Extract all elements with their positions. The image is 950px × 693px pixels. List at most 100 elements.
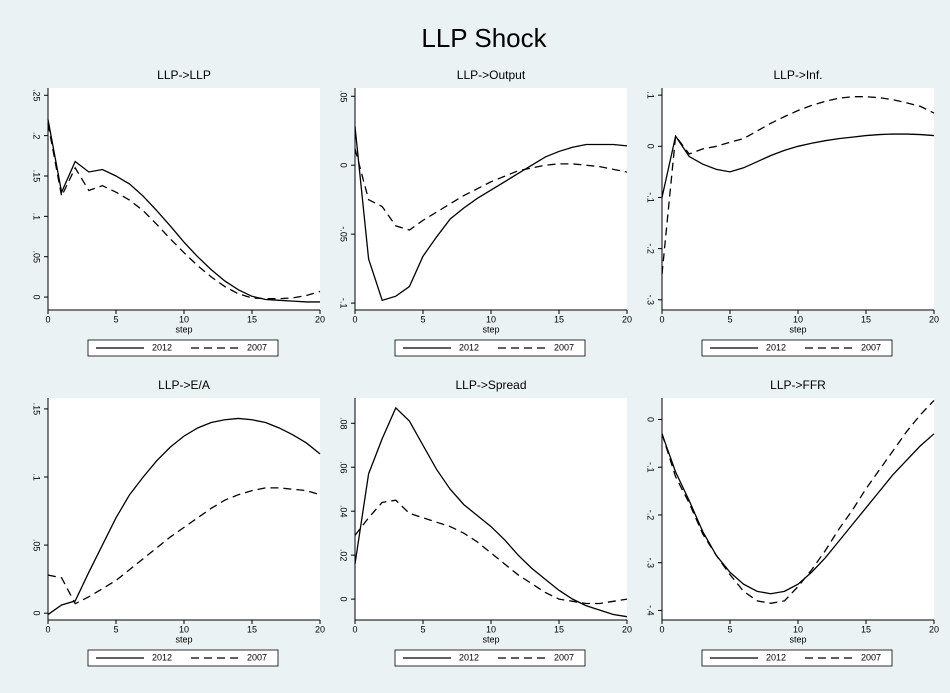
series-line: [661, 96, 935, 275]
y-tick-label: 0: [646, 144, 656, 149]
y-tick-label: -.4: [646, 605, 656, 616]
x-tick-label: 10: [793, 624, 803, 634]
panel-title: LLP->FFR: [770, 378, 826, 392]
x-tick-label: 20: [929, 624, 939, 634]
x-tick-label: 15: [554, 624, 564, 634]
x-tick-label: 5: [420, 314, 425, 324]
y-tick-label: .02: [339, 549, 349, 562]
x-axis-label: step: [482, 634, 499, 644]
x-tick-label: 0: [352, 314, 357, 324]
x-tick-label: 10: [486, 624, 496, 634]
x-tick-label: 15: [247, 624, 257, 634]
series-line: [661, 133, 935, 198]
y-tick-label: -.1: [646, 462, 656, 473]
y-tick-label: -.3: [646, 557, 656, 568]
series-line: [47, 417, 321, 616]
series-line: [354, 148, 628, 231]
x-axis-label: step: [175, 324, 192, 334]
x-tick-label: 15: [861, 314, 871, 324]
y-tick-label: 0: [339, 597, 349, 602]
x-tick-label: 0: [352, 624, 357, 634]
y-tick-label: .05: [32, 250, 42, 263]
y-tick-label: 0: [646, 417, 656, 422]
x-tick-label: 10: [486, 314, 496, 324]
x-tick-label: 5: [727, 624, 732, 634]
legend-label: 2007: [861, 652, 881, 662]
y-tick-label: -.3: [646, 295, 656, 306]
y-tick-label: .05: [32, 539, 42, 552]
y-tick-label: .25: [32, 89, 42, 102]
legend-label: 2012: [766, 342, 786, 352]
x-tick-label: 10: [179, 624, 189, 634]
x-tick-label: 15: [247, 314, 257, 324]
x-tick-label: 10: [793, 314, 803, 324]
y-tick-label: .04: [339, 505, 349, 518]
series-line: [354, 126, 628, 302]
legend: [701, 649, 893, 667]
panel-title: LLP->E/A: [158, 378, 210, 392]
x-axis-label: step: [789, 634, 806, 644]
y-tick-label: .15: [32, 403, 42, 416]
y-tick-label: -.1: [646, 192, 656, 203]
y-tick-label: .15: [32, 170, 42, 183]
x-axis-label: step: [175, 634, 192, 644]
plot-area: [48, 398, 320, 620]
plot-area: [662, 88, 934, 310]
y-tick-label: 0: [339, 163, 349, 168]
panel-title: LLP->Inf.: [773, 68, 822, 82]
legend: [87, 649, 279, 667]
x-tick-label: 5: [727, 314, 732, 324]
legend-label: 2012: [152, 342, 172, 352]
x-axis-label: step: [482, 324, 499, 334]
legend-label: 2007: [861, 342, 881, 352]
legend: [394, 339, 586, 357]
plot-area: [355, 398, 627, 620]
y-tick-label: -.05: [339, 226, 349, 242]
legend-label: 2007: [247, 342, 267, 352]
x-tick-label: 20: [929, 314, 939, 324]
y-tick-label: .1: [646, 91, 656, 99]
legend-label: 2007: [554, 652, 574, 662]
legend-label: 2007: [554, 342, 574, 352]
x-tick-label: 0: [659, 624, 664, 634]
plot-area: [662, 398, 934, 620]
panel-title: LLP->Output: [457, 68, 526, 82]
y-tick-label: 0: [32, 295, 42, 300]
x-tick-label: 20: [315, 624, 325, 634]
panel-title: LLP->LLP: [157, 68, 211, 82]
series-line: [47, 119, 320, 303]
x-tick-label: 15: [554, 314, 564, 324]
x-tick-label: 0: [45, 314, 50, 324]
series-line: [354, 406, 628, 618]
x-tick-label: 10: [179, 314, 189, 324]
y-tick-label: .05: [339, 90, 349, 103]
legend: [87, 339, 279, 357]
x-tick-label: 0: [659, 314, 664, 324]
y-tick-label: -.1: [339, 298, 349, 309]
y-tick-label: 0: [32, 611, 42, 616]
x-tick-label: 5: [113, 624, 118, 634]
y-tick-label: .08: [339, 417, 349, 430]
x-tick-label: 5: [420, 624, 425, 634]
legend: [394, 649, 586, 667]
x-tick-label: 20: [622, 314, 632, 324]
y-tick-label: .1: [32, 213, 42, 221]
series-line: [47, 123, 321, 300]
y-tick-label: .2: [32, 132, 42, 140]
legend-label: 2012: [152, 652, 172, 662]
x-axis-label: step: [789, 324, 806, 334]
y-tick-label: .1: [32, 473, 42, 481]
x-tick-label: 20: [622, 624, 632, 634]
x-tick-label: 15: [861, 624, 871, 634]
y-tick-label: .06: [339, 461, 349, 474]
y-tick-label: -.2: [646, 510, 656, 521]
legend-label: 2012: [459, 652, 479, 662]
y-tick-label: -.2: [646, 243, 656, 254]
x-tick-label: 20: [315, 314, 325, 324]
legend-label: 2007: [247, 652, 267, 662]
figure-title: LLP Shock: [421, 23, 547, 53]
legend-label: 2012: [766, 652, 786, 662]
plot-area: [48, 88, 320, 310]
series-line: [47, 487, 321, 605]
